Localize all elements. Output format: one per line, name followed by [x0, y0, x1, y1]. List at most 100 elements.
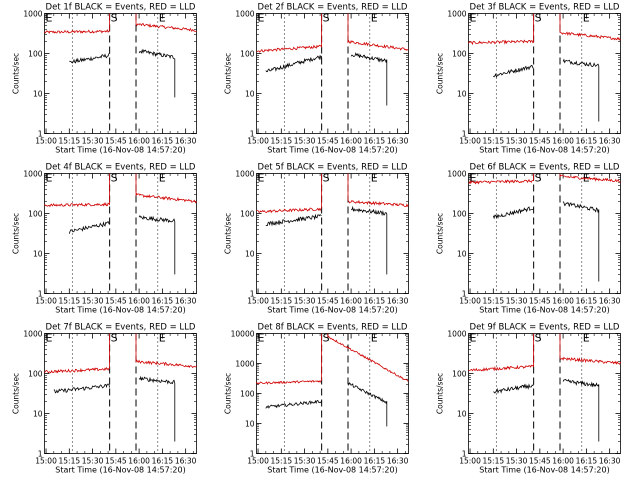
x-tick-label: 15:45 [105, 457, 127, 466]
chart-panel: Det 6f BLACK = Events, RED = LLD 1 10 100 10… [436, 163, 621, 315]
events-series-line [562, 58, 600, 122]
y-tick-label: 10 [245, 250, 255, 259]
x-tick-label: 15:45 [317, 297, 339, 306]
y-tick-label: 1 [250, 130, 255, 139]
chart-title: Det 2f BLACK = Events, RED = LLD [258, 3, 408, 13]
events-series-line [138, 48, 176, 98]
x-tick-label: 15:30 [294, 137, 316, 146]
chart-panel: Det 9f BLACK = Events, RED = LLD 1 10 100 10… [436, 323, 621, 475]
events-series-line [492, 206, 534, 220]
chart-title: Det 5f BLACK = Events, RED = LLD [258, 163, 408, 173]
x-tick-label: 15:00 [459, 457, 481, 466]
y-tick-label: 1 [250, 450, 255, 459]
y-tick-label: 10 [457, 410, 467, 419]
events-series-line [265, 213, 322, 227]
marker-label: S [323, 12, 330, 25]
events-series-line [347, 382, 388, 427]
x-axis-label: Start Time (16-Nov-08 14:57:20) [479, 306, 609, 315]
events-series-line [68, 220, 110, 234]
lld-series-line [44, 173, 110, 208]
x-axis-label: Start Time (16-Nov-08 14:57:20) [55, 306, 185, 315]
y-tick-label: 1 [462, 450, 467, 459]
lld-series-line [468, 13, 534, 46]
y-tick-label: 1 [38, 130, 43, 139]
x-axis-label: Start Time (16-Nov-08 14:57:20) [479, 146, 609, 155]
x-tick-label: 15:00 [35, 137, 57, 146]
y-tick-label: 10 [457, 90, 467, 99]
x-tick-label: 16:00 [340, 297, 362, 306]
events-series-line [53, 383, 110, 394]
y-tick-label: 10 [245, 420, 255, 429]
y-tick-label: 1000 [235, 10, 254, 19]
y-tick-label: 1000 [23, 10, 42, 19]
lld-series-line [327, 333, 409, 382]
y-tick-label: 10 [33, 250, 43, 259]
events-series-line [265, 55, 322, 73]
x-tick-label: 15:30 [294, 457, 316, 466]
x-axis-label: Start Time (16-Nov-08 14:57:20) [55, 146, 185, 155]
events-series-line [265, 399, 322, 409]
x-tick-label: 16:00 [128, 297, 150, 306]
lld-series-line [256, 13, 322, 53]
x-tick-label: 15:45 [317, 137, 339, 146]
y-axis-label: Counts/sec [436, 373, 445, 414]
x-tick-label: 16:15 [152, 137, 174, 146]
x-tick-label: 15:00 [35, 297, 57, 306]
marker-label: E [371, 12, 378, 25]
marker-label: E [583, 12, 590, 25]
y-tick-label: 100 [28, 50, 43, 59]
x-tick-label: 15:30 [506, 457, 528, 466]
y-tick-label: 10 [245, 90, 255, 99]
marker-label: S [111, 172, 118, 185]
y-tick-label: 1000 [23, 330, 42, 339]
x-tick-label: 15:15 [271, 457, 293, 466]
marker-label: S [535, 172, 542, 185]
x-tick-label: 15:00 [247, 457, 269, 466]
x-tick-label: 15:00 [459, 137, 481, 146]
x-tick-label: 15:30 [82, 137, 104, 146]
y-tick-label: 100 [452, 210, 467, 219]
x-tick-label: 16:00 [340, 137, 362, 146]
x-tick-label: 16:00 [552, 137, 574, 146]
x-tick-label: 16:30 [599, 137, 621, 146]
x-tick-label: 16:15 [576, 457, 598, 466]
chart-panel: Det 4f BLACK = Events, RED = LLD 1 10 100 10… [12, 163, 197, 315]
events-series-line [138, 214, 176, 275]
x-tick-label: 16:00 [552, 297, 574, 306]
y-tick-label: 1 [38, 290, 43, 299]
x-tick-label: 16:30 [387, 137, 409, 146]
marker-label: E [470, 332, 477, 345]
marker-label: E [470, 12, 477, 25]
x-tick-label: 16:30 [599, 457, 621, 466]
x-tick-label: 15:15 [271, 137, 293, 146]
y-axis-label: Counts/sec [12, 373, 21, 414]
y-tick-label: 10 [457, 250, 467, 259]
x-axis-label: Start Time (16-Nov-08 14:57:20) [267, 466, 397, 475]
x-tick-label: 16:30 [175, 457, 197, 466]
lld-series-line [135, 13, 197, 32]
marker-label: E [583, 332, 590, 345]
plot-frame [468, 13, 621, 134]
y-axis-label: Counts/sec [12, 53, 21, 94]
marker-label: E [258, 12, 265, 25]
lld-series-line [44, 333, 110, 374]
marker-label: E [159, 12, 166, 25]
y-axis-label: Counts/sec [436, 213, 445, 254]
chart-panel: Det 8f BLACK = Events, RED = LLD 1 10 100 10… [224, 323, 409, 475]
marker-label: S [111, 12, 118, 25]
events-series-line [493, 64, 534, 78]
marker-label: E [46, 172, 53, 185]
x-tick-label: 16:15 [364, 137, 386, 146]
x-tick-label: 15:15 [483, 457, 505, 466]
x-tick-label: 15:00 [247, 297, 269, 306]
y-axis-label: Counts/sec [12, 213, 21, 254]
x-tick-label: 15:15 [483, 297, 505, 306]
marker-label: S [323, 332, 330, 345]
plot-frame [44, 173, 197, 294]
x-tick-label: 16:30 [175, 137, 197, 146]
x-tick-label: 15:30 [82, 297, 104, 306]
x-axis-label: Start Time (16-Nov-08 14:57:20) [55, 466, 185, 475]
marker-label: E [159, 332, 166, 345]
lld-series-line [559, 173, 621, 183]
